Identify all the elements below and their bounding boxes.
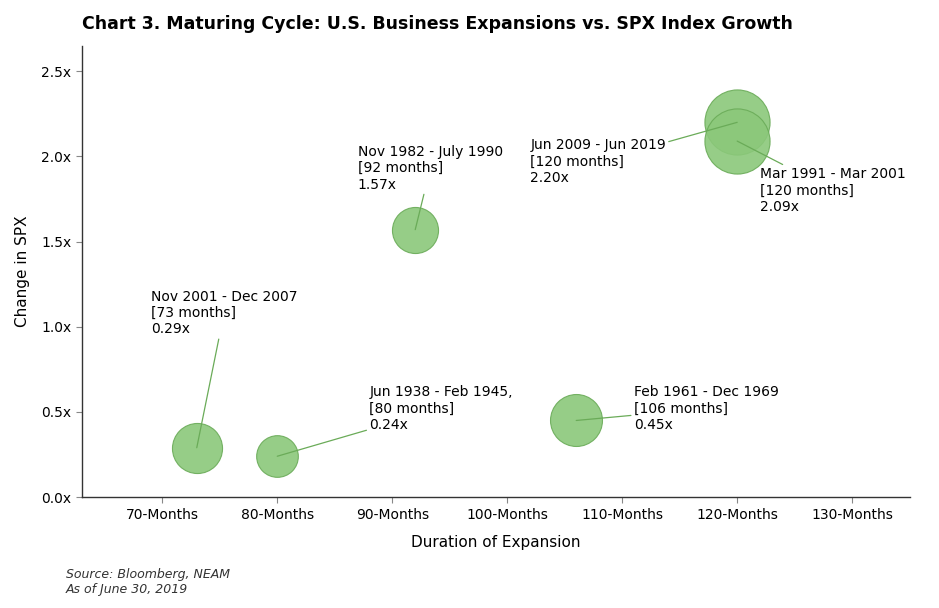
Point	[408, 225, 423, 235]
Y-axis label: Change in SPX: Change in SPX	[15, 216, 30, 327]
Point	[730, 136, 745, 146]
Point	[569, 416, 584, 426]
Text: Nov 2001 - Dec 2007
[73 months]
0.29x: Nov 2001 - Dec 2007 [73 months] 0.29x	[151, 290, 298, 447]
Text: Feb 1961 - Dec 1969
[106 months]
0.45x: Feb 1961 - Dec 1969 [106 months] 0.45x	[577, 385, 778, 432]
Point	[190, 443, 205, 452]
Text: Mar 1991 - Mar 2001
[120 months]
2.09x: Mar 1991 - Mar 2001 [120 months] 2.09x	[737, 141, 906, 213]
Text: Nov 1982 - July 1990
[92 months]
1.57x: Nov 1982 - July 1990 [92 months] 1.57x	[358, 145, 503, 230]
X-axis label: Duration of Expansion: Duration of Expansion	[411, 536, 580, 550]
Point	[269, 451, 285, 461]
Text: Jun 1938 - Feb 1945,
[80 months]
0.24x: Jun 1938 - Feb 1945, [80 months] 0.24x	[277, 385, 513, 456]
Point	[730, 117, 745, 127]
Text: Source: Bloomberg, NEAM
As of June 30, 2019: Source: Bloomberg, NEAM As of June 30, 2…	[66, 568, 230, 596]
Text: Chart 3. Maturing Cycle: U.S. Business Expansions vs. SPX Index Growth: Chart 3. Maturing Cycle: U.S. Business E…	[82, 15, 793, 33]
Text: Jun 2009 - Jun 2019
[120 months]
2.20x: Jun 2009 - Jun 2019 [120 months] 2.20x	[531, 122, 737, 185]
